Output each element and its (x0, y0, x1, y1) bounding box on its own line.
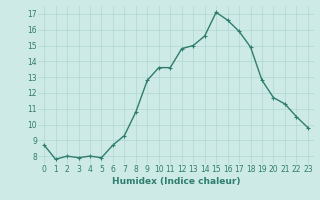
X-axis label: Humidex (Indice chaleur): Humidex (Indice chaleur) (112, 177, 240, 186)
